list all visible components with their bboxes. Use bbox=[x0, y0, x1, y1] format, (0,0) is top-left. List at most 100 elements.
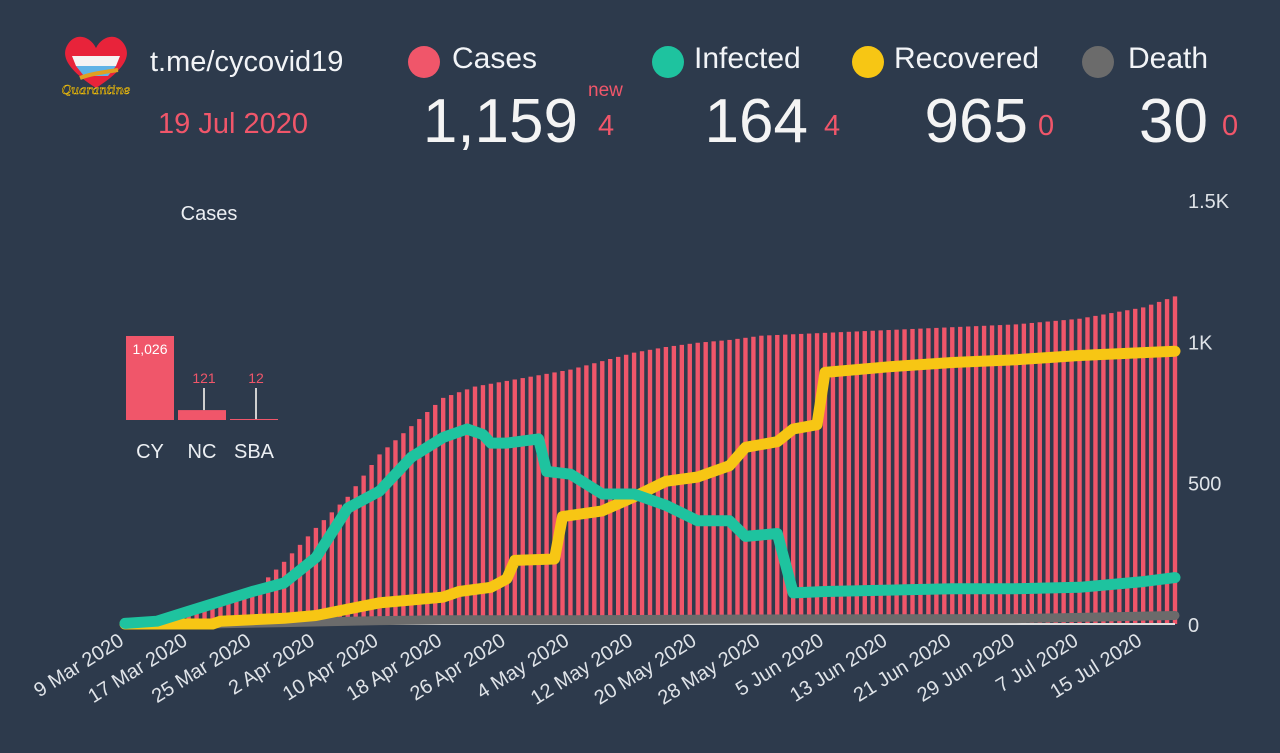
cases-bar bbox=[1077, 318, 1082, 624]
stat-cases-label: Cases bbox=[452, 42, 538, 75]
cases-bar bbox=[273, 569, 279, 624]
cases-bar bbox=[989, 325, 995, 624]
cases-bar bbox=[345, 496, 350, 624]
cases-bar bbox=[950, 327, 955, 624]
inset-category-label: NC bbox=[188, 441, 217, 463]
stat-cases-new: 4 bbox=[598, 110, 615, 142]
cases-bar bbox=[234, 597, 239, 624]
cases-bar bbox=[942, 327, 947, 624]
cases-bar bbox=[838, 332, 844, 624]
cases-bar bbox=[1061, 320, 1066, 624]
cases-bar bbox=[584, 365, 589, 624]
cases-bar bbox=[759, 335, 764, 624]
cases-bar bbox=[934, 327, 939, 624]
cases-bar bbox=[1140, 307, 1146, 624]
cases-bar bbox=[783, 334, 788, 624]
cases-bar bbox=[488, 383, 494, 624]
logo-text: Quarantine bbox=[62, 83, 131, 97]
stat-cases-new-tag: new bbox=[588, 80, 623, 101]
quarantine-logo: Quarantine bbox=[56, 26, 136, 102]
cases-bar bbox=[830, 332, 836, 624]
death-dot-icon bbox=[1082, 46, 1114, 78]
cases-bar bbox=[1029, 322, 1035, 624]
cases-bar bbox=[512, 379, 517, 624]
cases-bar bbox=[544, 373, 549, 624]
stat-recovered-value: 965 bbox=[924, 87, 1028, 156]
cases-bar bbox=[281, 561, 287, 624]
stat-infected-label: Infected bbox=[694, 42, 801, 75]
cases-bar bbox=[560, 371, 565, 624]
cases-bar bbox=[854, 331, 860, 624]
inset-title: Cases bbox=[181, 203, 238, 225]
cases-bar bbox=[242, 595, 247, 624]
inset-bar-nc bbox=[178, 410, 226, 420]
stat-death-label: Death bbox=[1128, 42, 1209, 75]
stat-infected-new: 4 bbox=[824, 110, 841, 142]
cases-bar bbox=[329, 512, 335, 624]
cases-bar bbox=[798, 333, 804, 624]
cases-bar bbox=[958, 326, 963, 624]
cases-bar bbox=[425, 412, 430, 624]
cases-bar bbox=[1133, 308, 1138, 624]
cases-bar bbox=[695, 342, 700, 624]
cases-bar bbox=[806, 333, 812, 624]
cases-bar bbox=[265, 577, 271, 624]
cases-bar bbox=[202, 608, 207, 624]
cases-bar bbox=[902, 329, 907, 624]
cases-bar bbox=[218, 601, 223, 624]
cases-bar bbox=[878, 330, 883, 624]
cases-bar bbox=[1156, 301, 1162, 624]
report-date: 19 Jul 2020 bbox=[158, 108, 308, 140]
cases-bar bbox=[401, 433, 406, 624]
cases-bar bbox=[894, 329, 899, 624]
inset-value-label: 1,026 bbox=[132, 341, 167, 357]
cases-bar bbox=[393, 440, 398, 624]
cases-bar bbox=[1125, 310, 1130, 624]
y-tick-label: 500 bbox=[1188, 474, 1221, 496]
cases-bar bbox=[1172, 296, 1178, 624]
cases-bar bbox=[1148, 304, 1154, 624]
infected-dot-icon bbox=[652, 46, 684, 78]
cases-bar bbox=[910, 328, 915, 624]
cases-bar bbox=[926, 328, 931, 624]
cases-bar bbox=[337, 504, 342, 624]
cases-bar bbox=[846, 331, 852, 624]
cases-bar bbox=[814, 333, 820, 624]
cases-bar bbox=[576, 367, 581, 624]
stat-death-new: 0 bbox=[1222, 110, 1239, 142]
cases-bar bbox=[727, 339, 732, 624]
cases-bar bbox=[456, 392, 462, 624]
cases-bar bbox=[297, 544, 303, 624]
inset-bar-sba bbox=[230, 419, 278, 420]
cases-bar bbox=[289, 553, 295, 624]
cases-bar bbox=[194, 611, 199, 624]
cases-bar bbox=[1109, 313, 1114, 624]
cases-bar bbox=[385, 447, 390, 624]
cases-bar bbox=[1085, 317, 1090, 624]
inset-bar-cy bbox=[126, 336, 174, 420]
cases-bar bbox=[417, 419, 422, 624]
stat-recovered-new: 0 bbox=[1038, 110, 1055, 142]
cases-bar bbox=[1164, 299, 1170, 624]
cases-bar bbox=[210, 604, 215, 624]
cases-bar bbox=[862, 331, 867, 624]
cases-bar bbox=[743, 337, 748, 624]
inset-category-label: CY bbox=[136, 441, 164, 463]
stat-death-value: 30 bbox=[1139, 87, 1208, 156]
infected-line bbox=[119, 423, 1181, 629]
channel-link[interactable]: t.me/cycovid19 bbox=[150, 46, 344, 78]
cases-bar bbox=[790, 334, 796, 624]
cases-bar bbox=[377, 454, 382, 624]
cases-bar bbox=[305, 536, 311, 624]
cases-bar bbox=[433, 404, 438, 624]
cases-bar bbox=[997, 325, 1003, 624]
cases-bar bbox=[369, 465, 374, 624]
cases-bar bbox=[719, 340, 724, 624]
inset-category-label: SBA bbox=[234, 441, 275, 463]
cases-bar bbox=[631, 352, 637, 624]
y-tick-label: 1K bbox=[1188, 332, 1213, 354]
cases-bar bbox=[250, 592, 255, 624]
cases-bar bbox=[775, 334, 780, 624]
cases-bar bbox=[767, 335, 772, 624]
